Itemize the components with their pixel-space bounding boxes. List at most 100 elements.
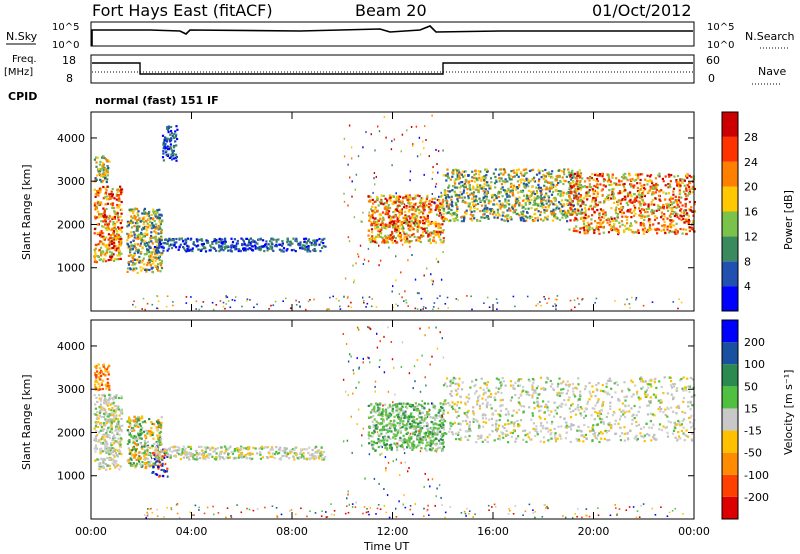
echo-cell [108,453,111,456]
echo-cell [113,210,116,213]
echo-cell [145,462,148,465]
noise-cell [428,155,430,158]
echo-cell [289,449,292,452]
echo-cell [654,177,657,180]
echo-cell [158,225,161,228]
echo-cell [584,203,587,207]
echo-cell [511,207,515,210]
echo-cell [626,179,629,182]
echo-cell [117,449,120,452]
noise-cell [357,255,360,258]
echo-cell [383,202,386,205]
echo-cell [109,258,112,261]
echo-cell [97,382,100,385]
echo-cell [150,267,153,270]
echo-cell [93,188,97,191]
echo-cell [204,250,208,253]
echo-cell [130,260,133,263]
echo-cell [491,196,494,199]
echo-cell [673,231,676,234]
echo-cell [99,449,102,452]
echo-cell [106,451,109,454]
echo-cell [137,214,140,217]
echo-cell [133,454,136,457]
echo-cell [564,180,567,183]
echo-cell [397,197,401,200]
echo-cell [672,193,675,196]
echo-cell [578,231,581,234]
echo-cell [135,219,138,222]
noise-cell [431,177,433,180]
echo-cell [134,216,137,219]
echo-cell [561,213,564,216]
echo-cell [646,174,649,177]
echo-cell [168,244,171,247]
echo-cell [161,458,164,461]
echo-cell [396,227,399,230]
echo-cell [514,196,518,200]
echo-cell [683,221,686,224]
echo-cell [384,236,387,239]
echo-cell [538,178,541,181]
noise-cell [573,299,576,301]
echo-cell [119,228,122,231]
echo-cell [104,174,107,177]
echo-cell [471,215,474,218]
echo-cell [386,241,390,244]
echo-cell [607,217,610,220]
echo-cell [192,456,195,459]
echo-cell [438,209,441,213]
echo-cell [485,195,488,198]
echo-cell [145,212,148,215]
echo-cell [693,187,696,191]
echo-cell [519,171,523,174]
echo-cell [577,209,580,212]
echo-cell [97,363,100,366]
echo-cell [461,181,464,184]
echo-cell [534,208,537,211]
echo-cell [451,204,454,207]
echo-cell [591,188,594,191]
echo-cell [582,226,585,229]
echo-cell [676,230,679,233]
echo-cell [458,194,461,197]
echo-cell [380,226,384,229]
echo-cell [688,229,691,233]
echo-cell [605,218,608,222]
echo-cell [655,182,658,185]
echo-cell [388,221,391,224]
echo-cell [629,191,632,194]
noise-cell [282,300,284,302]
echo-cell [402,216,405,219]
echo-cell [570,171,573,174]
echo-cell [259,451,262,454]
echo-cell [98,385,101,388]
echo-cell [672,219,675,223]
noise-cell [401,243,404,246]
echo-cell [477,170,480,173]
echo-cell [324,456,327,459]
echo-cell [164,454,167,457]
echo-cell [132,209,135,212]
noise-cell [569,299,572,302]
echo-cell [536,192,539,195]
echo-cell [127,431,131,434]
echo-cell [406,198,409,202]
noise-cell [172,304,174,307]
echo-cell [155,215,158,218]
echo-cell [638,190,641,193]
echo-cell [166,145,169,148]
echo-cell [133,435,136,438]
echo-cell [626,192,629,195]
echo-cell [686,194,690,197]
echo-cell [451,189,454,192]
echo-cell [577,196,580,200]
echo-cell [134,422,137,425]
echo-cell [191,455,194,458]
echo-cell [404,210,407,213]
echo-cell [371,198,374,201]
echo-cell [163,452,166,455]
noise-cell [348,124,351,127]
echo-cell [379,230,382,233]
echo-cell [98,414,101,417]
